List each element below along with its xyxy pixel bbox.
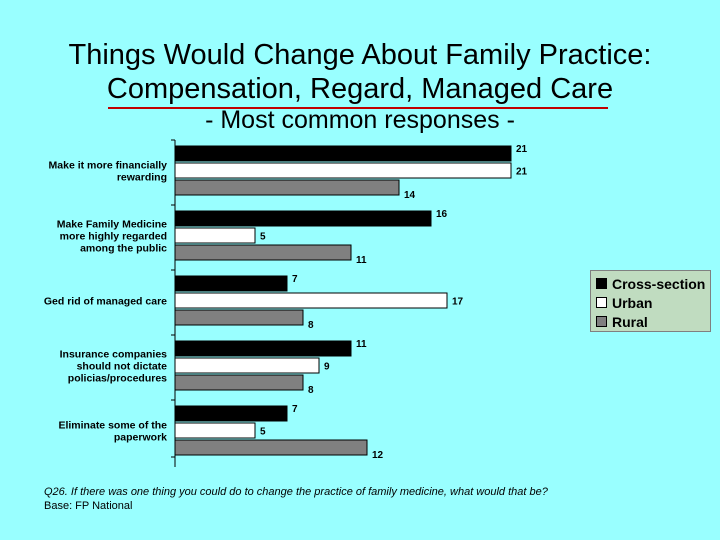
data-label: 14 [404, 190, 416, 201]
bar-rural [174, 179, 400, 196]
category-label-line: paperwork [114, 432, 167, 444]
title-underline [108, 107, 608, 109]
data-label: 9 [324, 362, 330, 373]
data-label: 12 [372, 450, 384, 461]
category-label-line: Make it more financially [49, 160, 168, 172]
legend-item-cross-section: Cross-section [596, 274, 710, 293]
bar-rural [174, 439, 368, 456]
bar-cross-section [174, 405, 288, 422]
category-label-line: rewarding [117, 172, 167, 184]
bar-rural [174, 309, 304, 326]
category-label: Insurance companies should not dictate pol… [60, 349, 168, 385]
legend-label-cross-section: Cross-section [612, 275, 706, 292]
chart-legend: Cross-section Urban Rural [590, 270, 711, 332]
bar-cross-section [174, 145, 512, 162]
data-label: 21 [516, 144, 528, 155]
data-label: 11 [356, 339, 367, 350]
category-label-line: should not dictate [77, 361, 168, 373]
data-label: 8 [308, 320, 314, 331]
legend-label-rural: Rural [612, 313, 648, 330]
title-line-2: Compensation, Regard, Managed Care [106, 73, 614, 105]
category-label-line: Ged rid of managed care [44, 296, 167, 308]
legend-item-urban: Urban [596, 293, 710, 312]
category-label: Eliminate some of the paperwork [58, 420, 167, 444]
bar-urban [174, 292, 448, 309]
data-label: 5 [260, 232, 266, 243]
category-label-line: policias/procedures [68, 373, 167, 385]
data-label: 5 [260, 427, 266, 438]
data-label: 7 [292, 274, 298, 285]
category-label-line: more highly regarded [60, 231, 167, 243]
legend-swatch-rural [596, 316, 607, 327]
bar-urban [174, 227, 256, 244]
data-label: 17 [452, 297, 464, 308]
footnote: Q26. If there was one thing you could do… [44, 485, 548, 513]
chart-subtitle: - Most common responses - [205, 106, 515, 134]
data-label: 16 [436, 209, 448, 220]
title-line-1: Things Would Change About Family Practic… [68, 39, 652, 71]
footnote-question: Q26. If there was one thing you could do… [44, 486, 548, 498]
category-label: Ged rid of managed care [44, 296, 167, 308]
bar-rural [174, 374, 304, 391]
bar-cross-section [174, 340, 352, 357]
bar-rural [174, 244, 352, 261]
category-label: Make it more financially rewarding [49, 160, 168, 184]
chart-title: Things Would Change About Family Practic… [0, 38, 720, 106]
footnote-base: Base: FP National [44, 500, 133, 512]
data-label: 21 [516, 167, 528, 178]
legend-swatch-urban [596, 297, 607, 308]
legend-item-rural: Rural [596, 312, 710, 331]
legend-swatch-cross-section [596, 278, 607, 289]
category-label-line: Eliminate some of the [58, 420, 167, 432]
legend-label-urban: Urban [612, 294, 653, 311]
bar-urban [174, 357, 320, 374]
category-label-line: among the public [80, 243, 167, 255]
category-label-line: Make Family Medicine [57, 219, 167, 231]
bar-urban [174, 422, 256, 439]
bar-urban [174, 162, 512, 179]
category-label: Make Family Medicine more highly regarded… [57, 219, 167, 255]
data-label: 7 [292, 404, 298, 415]
category-label-line: Insurance companies [60, 349, 168, 361]
bar-cross-section [174, 275, 288, 292]
data-label: 8 [308, 385, 314, 396]
data-label: 11 [356, 255, 367, 266]
bar-cross-section [174, 210, 432, 227]
